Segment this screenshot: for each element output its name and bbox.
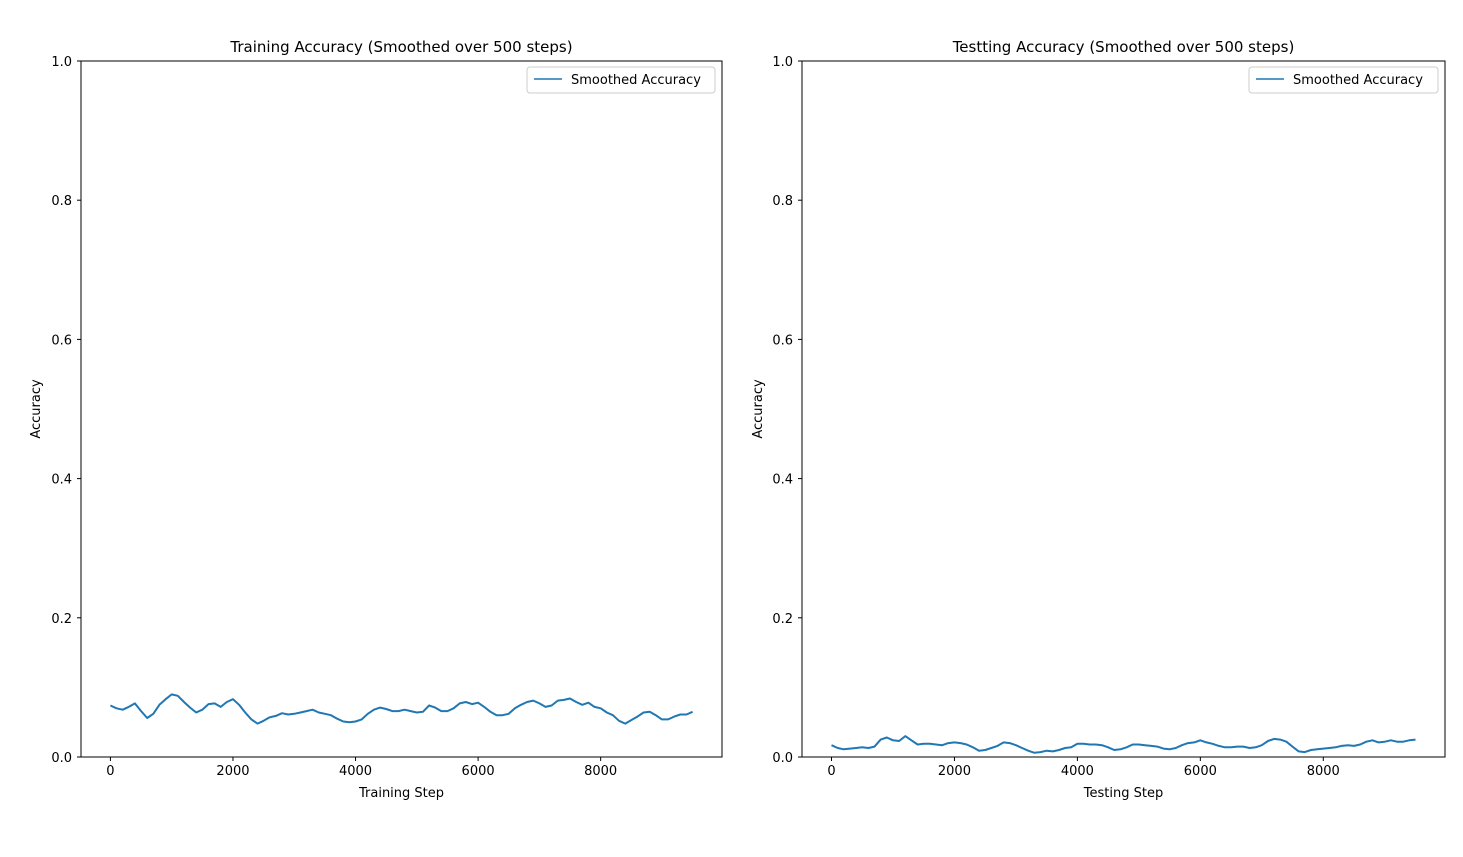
legend-entry: Smoothed Accuracy [1293, 73, 1423, 88]
legend: Smoothed Accuracy [526, 66, 716, 94]
x-tick-label: 6000 [462, 764, 495, 779]
y-tick-label: 0.2 [772, 612, 793, 627]
plot-area: 0 2000 4000 6000 8000 0.0 0.2 0.4 0.6 0.8 1.0 [51, 55, 723, 779]
y-tick-label: 0.6 [772, 333, 793, 348]
y-tick-label: 0.0 [772, 751, 793, 766]
axes-frame [801, 60, 1446, 758]
legend-frame [1248, 66, 1439, 94]
x-tick-label: 6000 [1184, 764, 1217, 779]
plot-area: 0 2000 4000 6000 8000 0.0 0.2 0.4 0.6 0.8 1.0 [772, 55, 1446, 779]
x-tick-label: 0 [827, 764, 835, 779]
y-tick-label: 0.8 [51, 194, 72, 209]
x-tick-label: 4000 [1061, 764, 1094, 779]
testing-accuracy-chart: Testting Accuracy (Smoothed over 500 ste… [751, 38, 1446, 801]
y-axis-label: Accuracy [29, 379, 44, 439]
x-tick-label: 8000 [584, 764, 617, 779]
x-tick-label: 4000 [339, 764, 372, 779]
y-tick-label: 0.8 [772, 194, 793, 209]
y-tick-label: 0.4 [51, 473, 72, 488]
y-axis-label: Accuracy [751, 379, 766, 439]
x-axis-label: Training Step [358, 786, 444, 801]
x-tick-label: 0 [106, 764, 114, 779]
x-tick-label: 2000 [938, 764, 971, 779]
legend-frame [526, 66, 716, 94]
y-tick-label: 0.6 [51, 333, 72, 348]
legend: Smoothed Accuracy [1248, 66, 1439, 94]
x-axis-label: Testing Step [1083, 786, 1163, 801]
y-tick-label: 0.4 [772, 473, 793, 488]
y-tick-label: 1.0 [51, 55, 72, 70]
training-accuracy-chart: Training Accuracy (Smoothed over 500 ste… [29, 38, 723, 801]
series-line-smoothed-accuracy [109, 693, 694, 725]
series-line-smoothed-accuracy [831, 735, 1416, 754]
legend-entry: Smoothed Accuracy [571, 73, 701, 88]
y-tick-label: 0.2 [51, 612, 72, 627]
x-tick-label: 8000 [1307, 764, 1340, 779]
x-tick-label: 2000 [216, 764, 249, 779]
chart-title: Training Accuracy (Smoothed over 500 ste… [229, 38, 572, 56]
chart-title: Testting Accuracy (Smoothed over 500 ste… [952, 38, 1295, 56]
axes-frame [80, 60, 723, 758]
y-tick-label: 1.0 [772, 55, 793, 70]
y-tick-label: 0.0 [51, 751, 72, 766]
